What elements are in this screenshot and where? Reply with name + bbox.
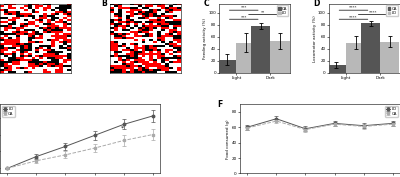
- Text: ***: ***: [240, 6, 247, 10]
- Legend: LD, CA: LD, CA: [2, 106, 15, 117]
- Text: ****: ****: [349, 6, 358, 10]
- Legend: CA, LD: CA, LD: [386, 5, 398, 16]
- Text: C: C: [204, 0, 210, 8]
- Text: D: D: [314, 0, 320, 8]
- Bar: [361, 23, 380, 73]
- Y-axis label: Feeding activity (%): Feeding activity (%): [203, 18, 207, 59]
- Text: B: B: [101, 0, 107, 8]
- Y-axis label: Locomotor activity (%): Locomotor activity (%): [312, 15, 316, 62]
- Bar: [236, 43, 256, 73]
- Legend: CA, LD: CA, LD: [277, 5, 288, 16]
- Bar: [217, 60, 236, 73]
- Bar: [270, 41, 290, 73]
- Bar: [346, 43, 365, 73]
- Y-axis label: Food consumed (g): Food consumed (g): [226, 119, 230, 159]
- Bar: [251, 26, 270, 73]
- Text: *: *: [121, 125, 124, 130]
- Bar: [380, 42, 400, 73]
- Legend: LD, CA: LD, CA: [385, 106, 398, 117]
- Text: ***: ***: [240, 15, 247, 19]
- Text: **: **: [261, 10, 265, 14]
- Text: ****: ****: [349, 15, 358, 19]
- Bar: [327, 65, 346, 73]
- Text: ****: ****: [368, 10, 377, 14]
- Text: F: F: [218, 100, 223, 109]
